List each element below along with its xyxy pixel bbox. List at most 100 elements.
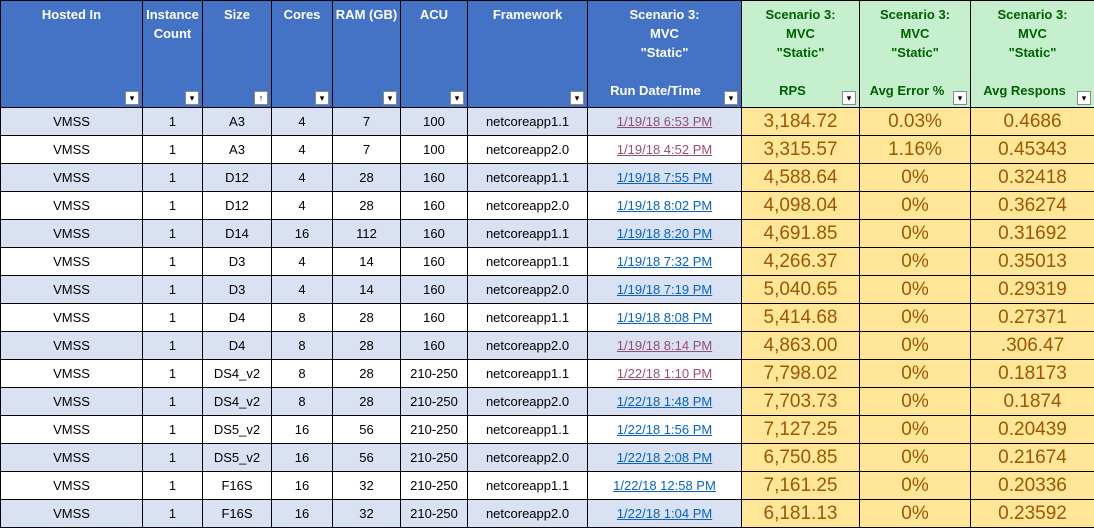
cell-acu[interactable]: 160	[401, 220, 468, 248]
dropdown-icon[interactable]: ▾	[953, 91, 967, 105]
cell-acu[interactable]: 210-250	[401, 360, 468, 388]
run-datetime-link[interactable]: 1/19/18 8:14 PM	[617, 338, 712, 353]
cell-cores[interactable]: 4	[272, 108, 333, 136]
cell-cores[interactable]: 8	[272, 304, 333, 332]
cell-avg-response[interactable]: 0.31692	[971, 220, 1094, 248]
cell-size[interactable]: F16S	[203, 472, 272, 500]
cell-rps[interactable]: 6,750.85	[742, 444, 860, 472]
cell-ram[interactable]: 7	[333, 136, 401, 164]
dropdown-icon[interactable]: ▾	[383, 91, 397, 105]
cell-avg-response[interactable]: 0.45343	[971, 136, 1094, 164]
cell-size[interactable]: DS5_v2	[203, 416, 272, 444]
cell-framework[interactable]: netcoreapp2.0	[468, 388, 588, 416]
cell-rps[interactable]: 5,414.68	[742, 304, 860, 332]
run-datetime-link[interactable]: 1/19/18 8:08 PM	[617, 310, 712, 325]
run-datetime-link[interactable]: 1/19/18 6:53 PM	[617, 114, 712, 129]
cell-ram[interactable]: 28	[333, 332, 401, 360]
cell-cores[interactable]: 4	[272, 276, 333, 304]
cell-hosted-in[interactable]: VMSS	[1, 164, 143, 192]
cell-size[interactable]: DS4_v2	[203, 388, 272, 416]
cell-instance-count[interactable]: 1	[143, 136, 203, 164]
cell-cores[interactable]: 8	[272, 360, 333, 388]
header-avg-response[interactable]: Scenario 3: MVC "Static" Avg Respons ▾	[971, 1, 1094, 108]
run-datetime-link[interactable]: 1/22/18 12:58 PM	[613, 478, 716, 493]
cell-instance-count[interactable]: 1	[143, 332, 203, 360]
run-datetime-link[interactable]: 1/19/18 8:02 PM	[617, 198, 712, 213]
cell-hosted-in[interactable]: VMSS	[1, 472, 143, 500]
cell-rps[interactable]: 3,315.57	[742, 136, 860, 164]
cell-rps[interactable]: 4,098.04	[742, 192, 860, 220]
sort-ascending-icon[interactable]: ↑	[254, 91, 268, 105]
cell-acu[interactable]: 210-250	[401, 444, 468, 472]
cell-avg-response[interactable]: 0.1874	[971, 388, 1094, 416]
cell-hosted-in[interactable]: VMSS	[1, 248, 143, 276]
cell-instance-count[interactable]: 1	[143, 276, 203, 304]
cell-run-datetime[interactable]: 1/19/18 6:53 PM	[588, 108, 742, 136]
cell-cores[interactable]: 4	[272, 164, 333, 192]
cell-run-datetime[interactable]: 1/19/18 7:55 PM	[588, 164, 742, 192]
header-ram[interactable]: RAM (GB) ▾	[333, 1, 401, 108]
cell-instance-count[interactable]: 1	[143, 248, 203, 276]
cell-avg-error[interactable]: 0.03%	[860, 108, 971, 136]
cell-hosted-in[interactable]: VMSS	[1, 220, 143, 248]
cell-instance-count[interactable]: 1	[143, 220, 203, 248]
cell-cores[interactable]: 16	[272, 444, 333, 472]
cell-framework[interactable]: netcoreapp2.0	[468, 136, 588, 164]
cell-framework[interactable]: netcoreapp2.0	[468, 192, 588, 220]
cell-rps[interactable]: 7,161.25	[742, 472, 860, 500]
cell-hosted-in[interactable]: VMSS	[1, 360, 143, 388]
cell-rps[interactable]: 3,184.72	[742, 108, 860, 136]
run-datetime-link[interactable]: 1/22/18 2:08 PM	[617, 450, 712, 465]
cell-avg-response[interactable]: 0.27371	[971, 304, 1094, 332]
run-datetime-link[interactable]: 1/19/18 8:20 PM	[617, 226, 712, 241]
run-datetime-link[interactable]: 1/19/18 4:52 PM	[617, 142, 712, 157]
cell-hosted-in[interactable]: VMSS	[1, 108, 143, 136]
cell-instance-count[interactable]: 1	[143, 388, 203, 416]
dropdown-icon[interactable]: ▾	[570, 91, 584, 105]
cell-ram[interactable]: 28	[333, 360, 401, 388]
cell-run-datetime[interactable]: 1/19/18 7:19 PM	[588, 276, 742, 304]
cell-avg-response[interactable]: .306.47	[971, 332, 1094, 360]
cell-rps[interactable]: 5,040.65	[742, 276, 860, 304]
cell-framework[interactable]: netcoreapp2.0	[468, 332, 588, 360]
cell-run-datetime[interactable]: 1/19/18 8:20 PM	[588, 220, 742, 248]
cell-hosted-in[interactable]: VMSS	[1, 388, 143, 416]
cell-rps[interactable]: 7,703.73	[742, 388, 860, 416]
cell-rps[interactable]: 4,863.00	[742, 332, 860, 360]
cell-acu[interactable]: 210-250	[401, 388, 468, 416]
cell-instance-count[interactable]: 1	[143, 472, 203, 500]
cell-cores[interactable]: 16	[272, 220, 333, 248]
cell-run-datetime[interactable]: 1/22/18 1:04 PM	[588, 500, 742, 528]
cell-rps[interactable]: 4,588.64	[742, 164, 860, 192]
run-datetime-link[interactable]: 1/19/18 7:19 PM	[617, 282, 712, 297]
cell-hosted-in[interactable]: VMSS	[1, 304, 143, 332]
cell-avg-response[interactable]: 0.21674	[971, 444, 1094, 472]
cell-acu[interactable]: 160	[401, 332, 468, 360]
cell-hosted-in[interactable]: VMSS	[1, 332, 143, 360]
cell-avg-response[interactable]: 0.4686	[971, 108, 1094, 136]
cell-size[interactable]: F16S	[203, 500, 272, 528]
cell-avg-error[interactable]: 0%	[860, 360, 971, 388]
cell-ram[interactable]: 112	[333, 220, 401, 248]
filter-active-icon[interactable]: ▾	[185, 91, 199, 105]
cell-rps[interactable]: 7,798.02	[742, 360, 860, 388]
cell-ram[interactable]: 14	[333, 248, 401, 276]
dropdown-icon[interactable]: ▾	[1077, 91, 1091, 105]
cell-size[interactable]: D12	[203, 192, 272, 220]
cell-cores[interactable]: 8	[272, 388, 333, 416]
cell-run-datetime[interactable]: 1/22/18 12:58 PM	[588, 472, 742, 500]
cell-acu[interactable]: 100	[401, 136, 468, 164]
cell-avg-response[interactable]: 0.23592	[971, 500, 1094, 528]
cell-avg-error[interactable]: 1.16%	[860, 136, 971, 164]
cell-acu[interactable]: 160	[401, 276, 468, 304]
cell-run-datetime[interactable]: 1/19/18 8:14 PM	[588, 332, 742, 360]
cell-instance-count[interactable]: 1	[143, 304, 203, 332]
cell-cores[interactable]: 4	[272, 248, 333, 276]
cell-rps[interactable]: 6,181.13	[742, 500, 860, 528]
cell-avg-error[interactable]: 0%	[860, 500, 971, 528]
filter-active-icon[interactable]: ▾	[724, 91, 738, 105]
cell-avg-response[interactable]: 0.20439	[971, 416, 1094, 444]
cell-avg-error[interactable]: 0%	[860, 444, 971, 472]
dropdown-icon[interactable]: ▾	[842, 91, 856, 105]
cell-size[interactable]: D4	[203, 304, 272, 332]
